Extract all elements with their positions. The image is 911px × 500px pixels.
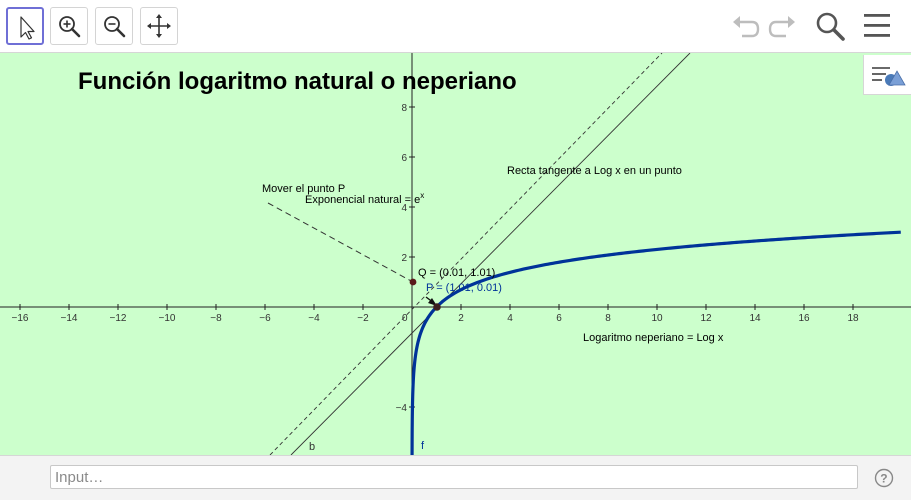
x-tick-label: 12 bbox=[700, 313, 712, 324]
x-tick-label: 10 bbox=[651, 313, 663, 324]
algebra-input[interactable] bbox=[50, 465, 858, 489]
curve-f-label: f bbox=[421, 440, 425, 452]
origin-label: 0 bbox=[402, 313, 408, 324]
point-p[interactable] bbox=[433, 303, 441, 311]
x-tick-label: −2 bbox=[357, 313, 369, 324]
zoom-in-tool-button[interactable] bbox=[50, 7, 88, 45]
x-tick-label: 8 bbox=[605, 313, 611, 324]
y-tick-label: 8 bbox=[401, 103, 407, 114]
point-p-label: P = (1.01, 0.01) bbox=[426, 282, 502, 294]
line-b-label: b bbox=[309, 441, 315, 453]
point-q-label: Q = (0.01, 1.01) bbox=[418, 267, 495, 279]
search-icon[interactable] bbox=[812, 8, 848, 44]
input-bar: ? bbox=[0, 455, 911, 500]
x-tick-label: −14 bbox=[61, 313, 78, 324]
exponential-line[interactable] bbox=[269, 53, 663, 455]
graphics-view[interactable]: −16 −14 −12 −10 −8 −6 −4 −2 2 4 6 8 10 12 14 16 18 8 6 4 2−… bbox=[0, 53, 911, 455]
x-tick-label: 18 bbox=[847, 313, 859, 324]
exponential-label: Exponencial natural = ex bbox=[305, 191, 424, 206]
toolbar bbox=[0, 0, 911, 53]
help-icon[interactable]: ? bbox=[874, 468, 894, 488]
y-tick-label: 4 bbox=[401, 203, 407, 214]
cursor-icon bbox=[20, 16, 35, 40]
zoom-out-icon bbox=[104, 16, 126, 38]
log-label: Logaritmo neperiano = Log x bbox=[583, 332, 724, 344]
plot-canvas[interactable]: −16 −14 −12 −10 −8 −6 −4 −2 2 4 6 8 10 12 14 16 18 8642−… bbox=[0, 53, 911, 455]
x-tick-label: −4 bbox=[308, 313, 320, 324]
redo-icon[interactable] bbox=[766, 8, 798, 44]
x-tick-label: 16 bbox=[798, 313, 810, 324]
x-tick-label: −10 bbox=[159, 313, 176, 324]
move-point-label: Mover el punto P bbox=[262, 183, 345, 195]
log-curve-f[interactable] bbox=[410, 230, 901, 455]
tangent-line-b[interactable] bbox=[290, 53, 691, 455]
graphics-style-icon bbox=[872, 67, 906, 86]
x-tick-label: −6 bbox=[259, 313, 271, 324]
x-axis-ticks: −16 −14 −12 −10 −8 −6 −4 −2 2 4 6 8 10 12 14 16 18 bbox=[12, 304, 859, 324]
move-point-guide bbox=[267, 202, 414, 283]
zoom-out-tool-button[interactable] bbox=[95, 7, 133, 45]
move-tool-button[interactable] bbox=[6, 7, 44, 45]
svg-text:?: ? bbox=[880, 472, 887, 486]
tangent-label: Recta tangente a Log x en un punto bbox=[507, 165, 682, 177]
x-tick-label: −16 bbox=[12, 313, 29, 324]
y-tick-label: 6 bbox=[401, 153, 407, 164]
x-tick-label: 14 bbox=[749, 313, 761, 324]
menu-icon[interactable] bbox=[861, 8, 893, 44]
point-q[interactable] bbox=[409, 278, 417, 286]
move-view-tool-button[interactable] bbox=[140, 7, 178, 45]
x-tick-label: 6 bbox=[556, 313, 562, 324]
undo-icon[interactable] bbox=[730, 8, 762, 44]
style-bar-button[interactable] bbox=[863, 55, 911, 95]
graphics-title: Función logaritmo natural o neperiano bbox=[78, 68, 517, 95]
x-tick-label: −12 bbox=[110, 313, 127, 324]
y-tick-label: 2 bbox=[401, 253, 407, 264]
zoom-in-icon bbox=[59, 16, 81, 38]
move-arrows-icon bbox=[147, 14, 171, 38]
x-tick-label: −8 bbox=[210, 313, 222, 324]
y-tick-label: −4 bbox=[396, 403, 408, 414]
x-tick-label: 2 bbox=[458, 313, 464, 324]
x-tick-label: 4 bbox=[507, 313, 513, 324]
